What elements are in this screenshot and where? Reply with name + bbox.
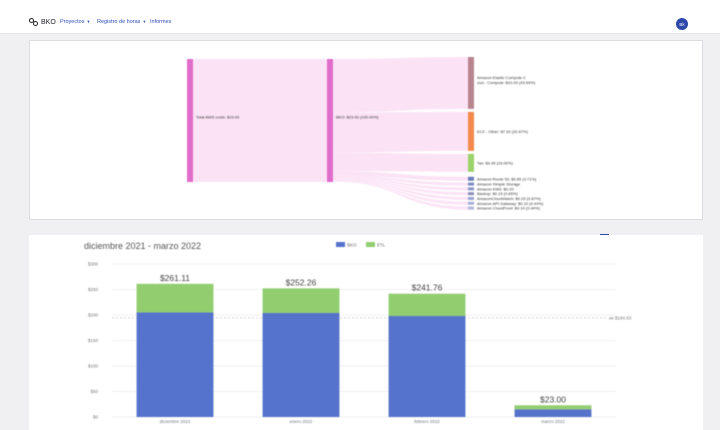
bar-bko-3[interactable] (514, 409, 592, 417)
sankey-link-kms (333, 177, 468, 191)
y-tick-label: $200 (88, 313, 99, 318)
brand-name: BKO (41, 18, 56, 26)
chart-title: diciembre 2021 - marzo 2022 (84, 241, 201, 251)
legend-swatch-etl[interactable] (366, 242, 375, 247)
chevron-down-icon: ▼ (86, 19, 91, 24)
sankey-chart: Total AWS costs: $23.00 BKO: $23.00 (100.… (187, 57, 544, 211)
x-tick-label: marzo 2022 (541, 419, 565, 424)
bar-etl-2[interactable] (388, 293, 466, 317)
bko-logo-icon (29, 18, 38, 26)
legend-label: ETL (377, 243, 386, 248)
nav-item-label: Registro de horas (97, 19, 141, 25)
bar-chart-panel: diciembre 2021 - marzo 2022 BKO ETL $0 $50 $1… (29, 235, 703, 430)
x-tick-label: diciembre 2021 (160, 419, 191, 424)
bar-total-label: $261.11 (160, 273, 190, 283)
sankey-node-label: Tax: $3.45 (15.00%) (477, 160, 513, 165)
sankey-node-label: EC2 - Other: $7.52 (32.67%) (477, 129, 529, 134)
sankey-link-r53 (333, 171, 468, 181)
bar-total-label: $241.76 (412, 283, 443, 293)
sankey-link-bko (193, 59, 327, 182)
sankey-node-label: Amazon CloudFront: $0.10 (0.44%) (477, 206, 541, 211)
sankey-node-cw[interactable] (468, 196, 474, 200)
sankey-node-tax[interactable] (468, 153, 474, 172)
sankey-link-s3 (333, 175, 468, 186)
bar-bko-0[interactable] (136, 312, 214, 417)
bar-bko-2[interactable] (388, 316, 466, 417)
sankey-link-cf (333, 181, 468, 210)
average-line-label: av $194.53 (609, 315, 632, 320)
top-navbar: BKO Proyectos ▼ Registro de horas ▼ Inform… (0, 0, 720, 34)
legend-label: BKO (347, 243, 357, 248)
sankey-node-label: Backup: $0.15 (0.65%) (477, 191, 518, 196)
sankey-node-label: BKO: $23.00 (100.00%) (336, 115, 379, 120)
sankey-node-ec2c[interactable] (468, 57, 474, 109)
sankey-link-apigw (333, 180, 468, 205)
sankey-link-ec2c (333, 57, 468, 113)
sankey-node-label: Total AWS costs: $23.00 (196, 115, 240, 120)
nav-item-label: Proyectos (60, 19, 85, 25)
bar-etl-3[interactable] (514, 405, 592, 410)
sankey-link-ec2o (333, 111, 468, 153)
legend-swatch-bko[interactable] (336, 242, 345, 247)
sankey-node-label: Amazon Route 53: $0.85 (3.71%) (477, 176, 537, 181)
bar-bko-1[interactable] (262, 312, 340, 417)
sankey-link-backup (333, 178, 468, 196)
sankey-panel: Total AWS costs: $23.00 BKO: $23.00 (100.… (29, 40, 703, 220)
y-tick-label: $100 (88, 364, 99, 369)
sankey-node-ec2o[interactable] (468, 111, 474, 151)
bar-etl-1[interactable] (262, 288, 340, 313)
y-tick-label: $50 (90, 389, 98, 394)
sankey-node-r53[interactable] (468, 176, 474, 181)
nav-item-label: Informes (150, 19, 172, 25)
chevron-down-icon: ▼ (142, 19, 147, 24)
bar-total-label: $23.00 (540, 394, 566, 404)
sankey-node-total[interactable] (187, 59, 193, 182)
x-tick-label: febrero 2022 (414, 419, 440, 424)
sankey-node-s3[interactable] (468, 182, 474, 186)
sankey-node-label: Amazon API Gateway: $0.10 (0.44%) (477, 201, 544, 206)
sankey-link-cw (333, 179, 468, 200)
sankey-node-cf[interactable] (468, 206, 474, 210)
bar-total-label: $252.26 (286, 277, 317, 287)
nav-item-proyectos[interactable]: Proyectos ▼ (60, 19, 90, 25)
sankey-link-tax (333, 152, 468, 172)
user-avatar[interactable]: Bk (676, 18, 688, 30)
y-tick-label: $300 (88, 262, 99, 267)
x-tick-label: enero 2022 (290, 419, 313, 424)
sankey-node-backup[interactable] (468, 192, 474, 196)
sankey-node-label: Amazon Simple Storage (477, 182, 521, 187)
sankey-node-bko[interactable] (327, 59, 333, 182)
sankey-node-apigw[interactable] (468, 201, 474, 205)
sankey-node-label: Amazon KMS: $0.20 (477, 186, 514, 191)
bar-etl-0[interactable] (136, 283, 214, 313)
nav-item-informes[interactable]: Informes (150, 19, 171, 25)
sankey-node-label: AmazonCloudWatch: $0.20 (0.87%) (477, 196, 541, 201)
brand-logo[interactable]: BKO (29, 18, 56, 26)
y-tick-label: $150 (88, 338, 99, 343)
stacked-bar-chart: diciembre 2021 - marzo 2022 BKO ETL $0 $50 $1… (84, 241, 632, 424)
y-tick-label: $250 (88, 287, 99, 292)
avatar-initials: Bk (679, 21, 685, 27)
y-tick-label: $0 (93, 415, 99, 420)
sankey-node-kms[interactable] (468, 187, 474, 191)
nav-item-registro-de-horas[interactable]: Registro de horas ▼ (97, 19, 146, 25)
